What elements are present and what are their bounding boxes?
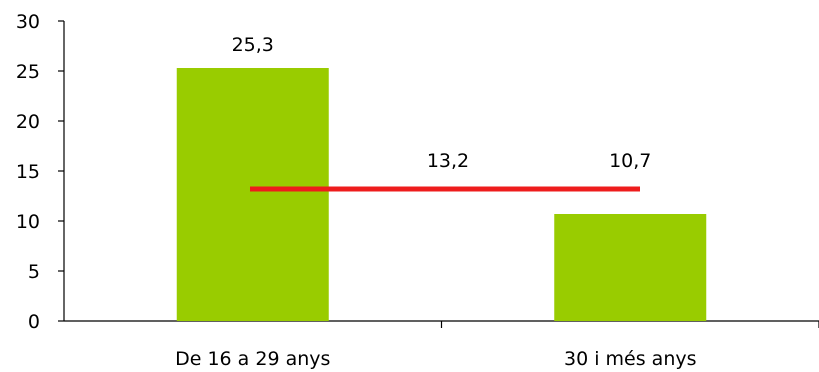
data-label: 10,7 bbox=[609, 150, 651, 172]
y-tick-label: 20 bbox=[16, 111, 40, 133]
x-category-label: 30 i més anys bbox=[564, 348, 697, 370]
data-labels: 25,3 13,2 10,7 bbox=[232, 34, 652, 172]
bars bbox=[176, 68, 707, 321]
reference-line-label: 13,2 bbox=[427, 150, 469, 172]
bar-1 bbox=[176, 68, 329, 321]
y-tick-label: 15 bbox=[16, 161, 40, 183]
x-axis: De 16 a 29 anys 30 i més anys bbox=[64, 320, 819, 370]
y-tick-label: 30 bbox=[16, 11, 40, 33]
y-tick-label: 0 bbox=[28, 311, 40, 333]
y-tick-label: 25 bbox=[16, 61, 40, 83]
y-tick-label: 10 bbox=[16, 211, 40, 233]
y-tick-label: 5 bbox=[28, 261, 40, 283]
y-axis: 0 5 10 15 20 25 30 bbox=[16, 11, 65, 333]
x-category-label: De 16 a 29 anys bbox=[175, 348, 330, 370]
bar-2 bbox=[554, 214, 707, 321]
data-label: 25,3 bbox=[232, 34, 274, 56]
